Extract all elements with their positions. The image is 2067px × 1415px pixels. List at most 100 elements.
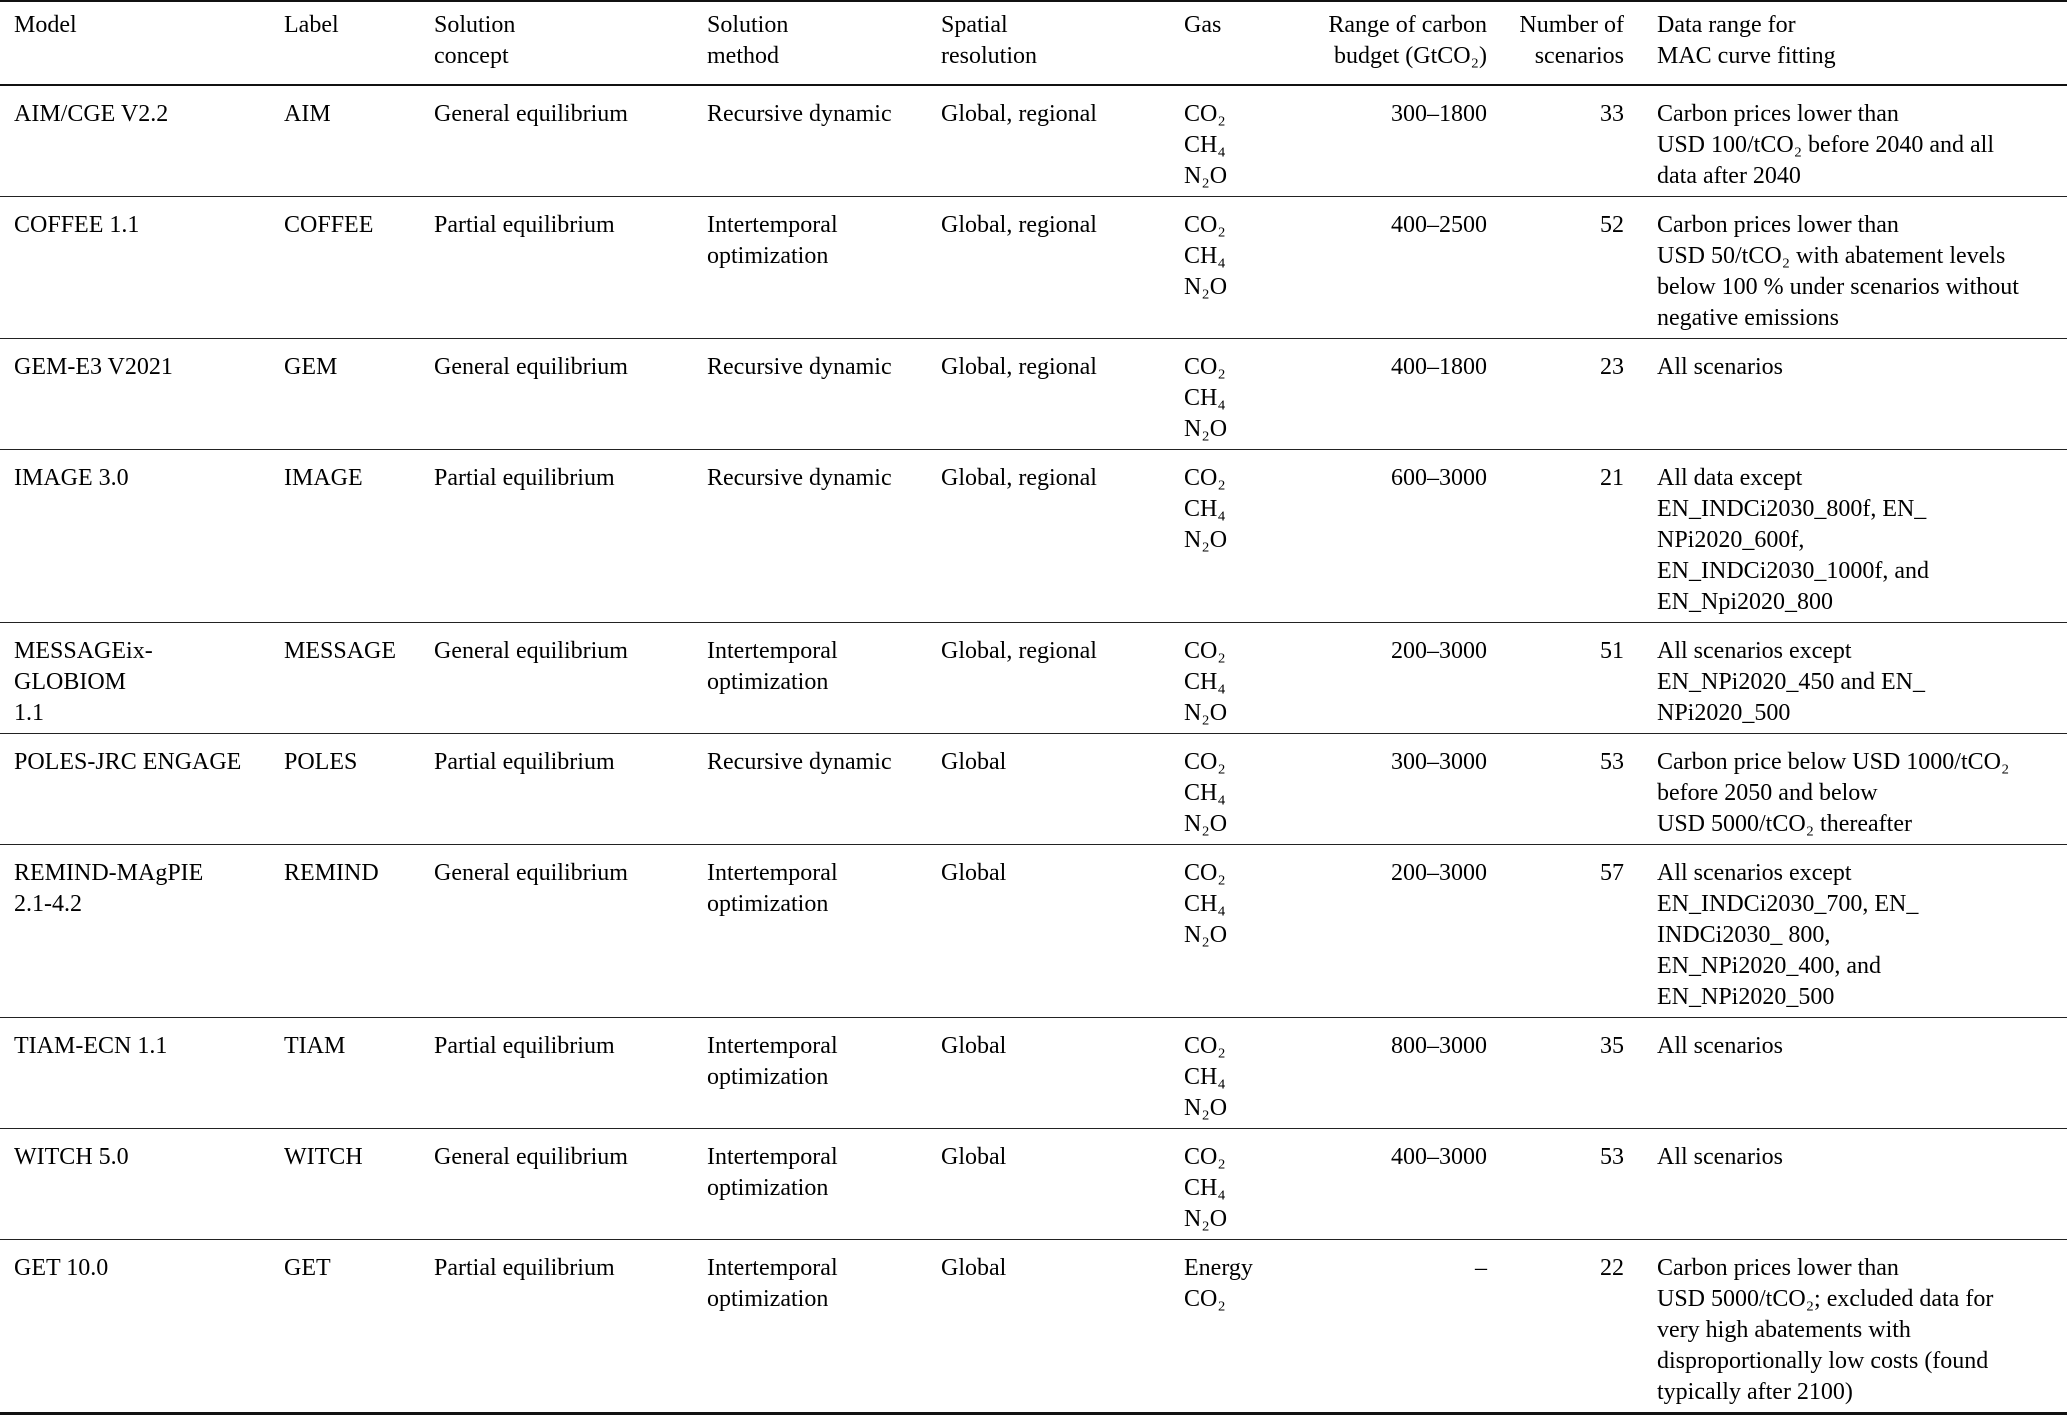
cell-num-scenarios: 53: [1600, 1144, 1624, 1170]
cell-label: IMAGE: [284, 465, 363, 491]
header-row: Model Label Solution concept Solution me…: [0, 1, 2067, 86]
cell-solution-concept: Partial equilibrium: [434, 212, 615, 238]
cell-gas: CO₂ CH₄ N₂O: [1184, 101, 1228, 189]
cell-model: AIM/CGE V2.2: [14, 101, 169, 127]
cell-solution-method: Intertemporal optimization: [707, 1255, 838, 1312]
cell-num-scenarios: 53: [1600, 749, 1624, 775]
cell-solution-method: Recursive dynamic: [707, 465, 892, 491]
column-header-spatial-resolution: Spatial resolution: [941, 1, 1184, 86]
cell-solution-method: Intertemporal optimization: [707, 638, 838, 695]
cell-spatial-resolution: Global: [941, 860, 1007, 886]
table-row: GEM-E3 V2021 GEM General equilibrium Rec…: [0, 339, 2067, 450]
cell-gas: CO₂ CH₄ N₂O: [1184, 465, 1228, 553]
cell-num-scenarios: 57: [1600, 860, 1624, 886]
table-row: GET 10.0 GET Partial equilibrium Interte…: [0, 1240, 2067, 1414]
cell-num-scenarios: 51: [1600, 638, 1624, 664]
cell-gas: CO₂ CH₄ N₂O: [1184, 212, 1228, 300]
table-row: POLES-JRC ENGAGE POLES Partial equilibri…: [0, 734, 2067, 845]
table-row: REMIND-MAgPIE 2.1-4.2 REMIND General equ…: [0, 845, 2067, 1018]
cell-gas: CO₂ CH₄ N₂O: [1184, 860, 1228, 948]
cell-gas: CO₂ CH₄ N₂O: [1184, 1033, 1228, 1121]
cell-solution-method: Recursive dynamic: [707, 101, 892, 127]
table-row: COFFEE 1.1 COFFEE Partial equilibrium In…: [0, 197, 2067, 339]
cell-spatial-resolution: Global, regional: [941, 212, 1097, 238]
cell-carbon-budget: 200–3000: [1391, 638, 1487, 664]
cell-model: IMAGE 3.0: [14, 465, 129, 491]
cell-spatial-resolution: Global: [941, 749, 1007, 775]
cell-carbon-budget: 400–3000: [1391, 1144, 1487, 1170]
cell-mac-data-range: All scenarios except EN_INDCi2030_700, E…: [1657, 860, 1919, 1010]
cell-label: MESSAGE: [284, 638, 397, 664]
cell-spatial-resolution: Global: [941, 1033, 1007, 1059]
column-header-mac-data-range: Data range for MAC curve fitting: [1624, 1, 2067, 86]
cell-solution-method: Intertemporal optimization: [707, 212, 838, 269]
cell-carbon-budget: 600–3000: [1391, 465, 1487, 491]
cell-num-scenarios: 33: [1600, 101, 1624, 127]
cell-solution-concept: General equilibrium: [434, 860, 628, 886]
cell-mac-data-range: All scenarios except EN_NPi2020_450 and …: [1657, 638, 1925, 726]
cell-solution-method: Recursive dynamic: [707, 749, 892, 775]
cell-gas: CO₂ CH₄ N₂O: [1184, 638, 1228, 726]
cell-solution-method: Intertemporal optimization: [707, 1033, 838, 1090]
cell-mac-data-range: Carbon prices lower than USD 5000/tCO₂; …: [1657, 1255, 1994, 1405]
cell-gas: CO₂ CH₄ N₂O: [1184, 1144, 1228, 1232]
cell-num-scenarios: 23: [1600, 354, 1624, 380]
column-header-solution-concept: Solution concept: [434, 1, 707, 86]
cell-model: TIAM-ECN 1.1: [14, 1033, 168, 1059]
cell-mac-data-range: All scenarios: [1657, 1144, 1783, 1170]
cell-carbon-budget: 400–2500: [1391, 212, 1487, 238]
cell-mac-data-range: Carbon prices lower than USD 50/tCO₂ wit…: [1657, 212, 2019, 331]
cell-mac-data-range: All scenarios: [1657, 354, 1783, 380]
cell-spatial-resolution: Global, regional: [941, 465, 1097, 491]
cell-model: REMIND-MAgPIE 2.1-4.2: [14, 860, 204, 917]
cell-solution-concept: General equilibrium: [434, 1144, 628, 1170]
table-row: WITCH 5.0 WITCH General equilibrium Inte…: [0, 1129, 2067, 1240]
cell-solution-concept: General equilibrium: [434, 101, 628, 127]
cell-solution-concept: General equilibrium: [434, 354, 628, 380]
cell-label: AIM: [284, 101, 331, 127]
cell-mac-data-range: Carbon prices lower than USD 100/tCO₂ be…: [1657, 101, 1994, 189]
cell-num-scenarios: 21: [1600, 465, 1624, 491]
cell-label: COFFEE: [284, 212, 374, 238]
cell-solution-method: Intertemporal optimization: [707, 1144, 838, 1201]
cell-spatial-resolution: Global, regional: [941, 638, 1097, 664]
cell-mac-data-range: Carbon price below USD 1000/tCO₂ before …: [1657, 749, 2010, 837]
cell-spatial-resolution: Global: [941, 1255, 1007, 1281]
cell-solution-concept: Partial equilibrium: [434, 1033, 615, 1059]
table-row: AIM/CGE V2.2 AIM General equilibrium Rec…: [0, 85, 2067, 197]
column-header-model: Model: [0, 1, 284, 86]
cell-num-scenarios: 35: [1600, 1033, 1624, 1059]
cell-model: WITCH 5.0: [14, 1144, 129, 1170]
cell-solution-concept: General equilibrium: [434, 638, 628, 664]
cell-solution-concept: Partial equilibrium: [434, 749, 615, 775]
column-header-gas: Gas: [1184, 1, 1314, 86]
cell-model: POLES-JRC ENGAGE: [14, 749, 242, 775]
cell-label: GEM: [284, 354, 338, 380]
cell-mac-data-range: All scenarios: [1657, 1033, 1783, 1059]
column-header-label: Label: [284, 1, 434, 86]
cell-carbon-budget: 800–3000: [1391, 1033, 1487, 1059]
cell-label: TIAM: [284, 1033, 346, 1059]
cell-spatial-resolution: Global, regional: [941, 354, 1097, 380]
cell-gas: CO₂ CH₄ N₂O: [1184, 354, 1228, 442]
column-header-carbon-budget: Range of carbon budget (GtCO₂): [1314, 1, 1487, 86]
table-row: IMAGE 3.0 IMAGE Partial equilibrium Recu…: [0, 450, 2067, 623]
cell-spatial-resolution: Global, regional: [941, 101, 1097, 127]
cell-carbon-budget: 300–3000: [1391, 749, 1487, 775]
cell-model: MESSAGEix- GLOBIOM 1.1: [14, 638, 153, 726]
cell-carbon-budget: 200–3000: [1391, 860, 1487, 886]
cell-model: GEM-E3 V2021: [14, 354, 173, 380]
table-row: MESSAGEix- GLOBIOM 1.1 MESSAGE General e…: [0, 623, 2067, 734]
cell-solution-method: Intertemporal optimization: [707, 860, 838, 917]
cell-solution-concept: Partial equilibrium: [434, 1255, 615, 1281]
cell-num-scenarios: 22: [1600, 1255, 1624, 1281]
cell-carbon-budget: 400–1800: [1391, 354, 1487, 380]
cell-label: REMIND: [284, 860, 379, 886]
cell-spatial-resolution: Global: [941, 1144, 1007, 1170]
cell-carbon-budget: 300–1800: [1391, 101, 1487, 127]
cell-model: COFFEE 1.1: [14, 212, 140, 238]
cell-num-scenarios: 52: [1600, 212, 1624, 238]
cell-model: GET 10.0: [14, 1255, 109, 1281]
cell-carbon-budget: –: [1475, 1255, 1487, 1281]
